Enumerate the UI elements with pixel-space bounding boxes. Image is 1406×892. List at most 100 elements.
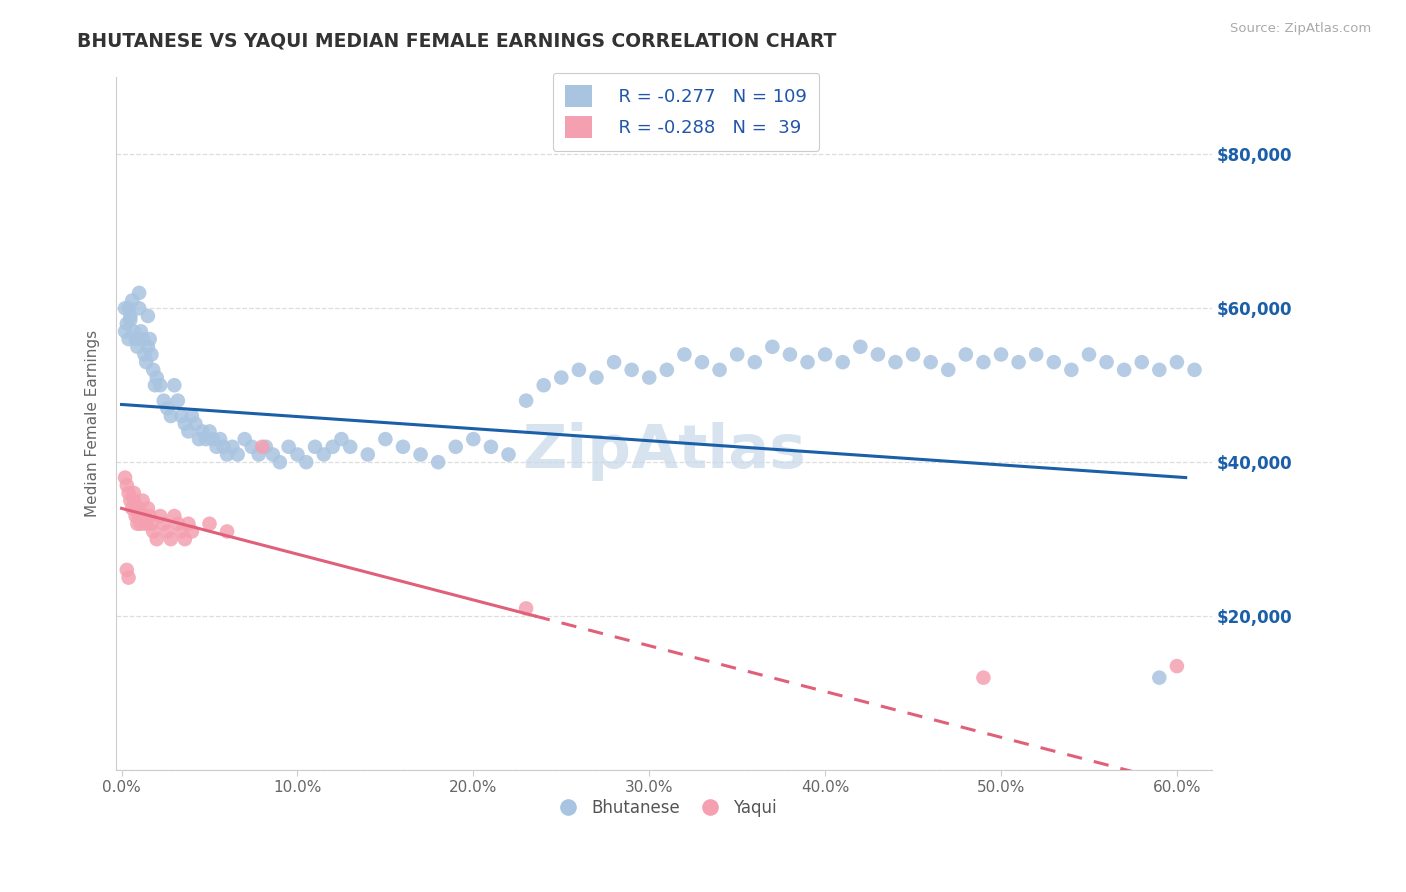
Point <box>128 501 150 516</box>
Point <box>409 448 432 462</box>
Point <box>159 532 181 546</box>
Point <box>134 347 156 361</box>
Point <box>177 516 200 531</box>
Point <box>254 440 277 454</box>
Point <box>166 516 188 531</box>
Point <box>217 448 239 462</box>
Point <box>1184 363 1206 377</box>
Point <box>128 509 150 524</box>
Point <box>515 601 537 615</box>
Point <box>114 470 136 484</box>
Point <box>1166 659 1188 673</box>
Point <box>955 347 977 361</box>
Point <box>990 347 1012 361</box>
Point <box>638 370 661 384</box>
Point <box>149 509 172 524</box>
Point <box>1095 355 1118 369</box>
Point <box>131 493 153 508</box>
Point <box>901 347 924 361</box>
Point <box>920 355 942 369</box>
Point <box>217 524 239 539</box>
Point <box>142 524 165 539</box>
Point <box>972 671 994 685</box>
Point <box>831 355 853 369</box>
Point <box>187 432 209 446</box>
Point <box>796 355 818 369</box>
Point <box>142 363 165 377</box>
Point <box>170 524 193 539</box>
Point <box>709 363 731 377</box>
Point <box>117 486 139 500</box>
Point <box>761 340 783 354</box>
Point <box>121 501 143 516</box>
Point <box>127 340 149 354</box>
Point <box>136 309 159 323</box>
Point <box>479 440 502 454</box>
Point <box>163 378 186 392</box>
Point <box>603 355 626 369</box>
Point <box>1078 347 1101 361</box>
Point <box>117 571 139 585</box>
Point <box>1149 671 1171 685</box>
Point <box>252 440 274 454</box>
Point <box>1042 355 1064 369</box>
Point <box>1149 363 1171 377</box>
Point <box>177 425 200 439</box>
Point <box>287 448 309 462</box>
Point <box>209 432 232 446</box>
Point <box>180 524 202 539</box>
Legend: Bhutanese, Yaqui: Bhutanese, Yaqui <box>544 793 783 824</box>
Point <box>814 347 837 361</box>
Text: BHUTANESE VS YAQUI MEDIAN FEMALE EARNINGS CORRELATION CHART: BHUTANESE VS YAQUI MEDIAN FEMALE EARNING… <box>77 31 837 50</box>
Point <box>585 370 607 384</box>
Point <box>444 440 467 454</box>
Point <box>141 347 163 361</box>
Point <box>1007 355 1029 369</box>
Point <box>115 317 138 331</box>
Point <box>149 378 172 392</box>
Point <box>849 340 872 354</box>
Point <box>194 432 217 446</box>
Point <box>620 363 643 377</box>
Point <box>221 440 243 454</box>
Point <box>124 509 146 524</box>
Point <box>145 370 167 384</box>
Point <box>884 355 907 369</box>
Point <box>136 501 159 516</box>
Point <box>312 448 335 462</box>
Point <box>117 332 139 346</box>
Text: ZipAtlas: ZipAtlas <box>522 422 806 481</box>
Point <box>330 432 353 446</box>
Point <box>143 378 166 392</box>
Point <box>212 440 235 454</box>
Point <box>240 440 263 454</box>
Point <box>1166 355 1188 369</box>
Point <box>131 332 153 346</box>
Point <box>233 432 256 446</box>
Point <box>673 347 696 361</box>
Point <box>115 478 138 492</box>
Point <box>173 417 195 431</box>
Point <box>198 516 221 531</box>
Point <box>159 409 181 423</box>
Point <box>184 417 207 431</box>
Point <box>180 409 202 423</box>
Point <box>156 401 179 416</box>
Point <box>141 516 163 531</box>
Point <box>138 332 160 346</box>
Point <box>744 355 766 369</box>
Point <box>655 363 678 377</box>
Point <box>124 332 146 346</box>
Point <box>134 509 156 524</box>
Point <box>166 393 188 408</box>
Point <box>129 516 152 531</box>
Point <box>322 440 344 454</box>
Point <box>128 301 150 316</box>
Point <box>277 440 299 454</box>
Point <box>866 347 889 361</box>
Point <box>138 509 160 524</box>
Point <box>129 324 152 338</box>
Point <box>269 455 291 469</box>
Y-axis label: Median Female Earnings: Median Female Earnings <box>86 330 100 517</box>
Point <box>120 313 142 327</box>
